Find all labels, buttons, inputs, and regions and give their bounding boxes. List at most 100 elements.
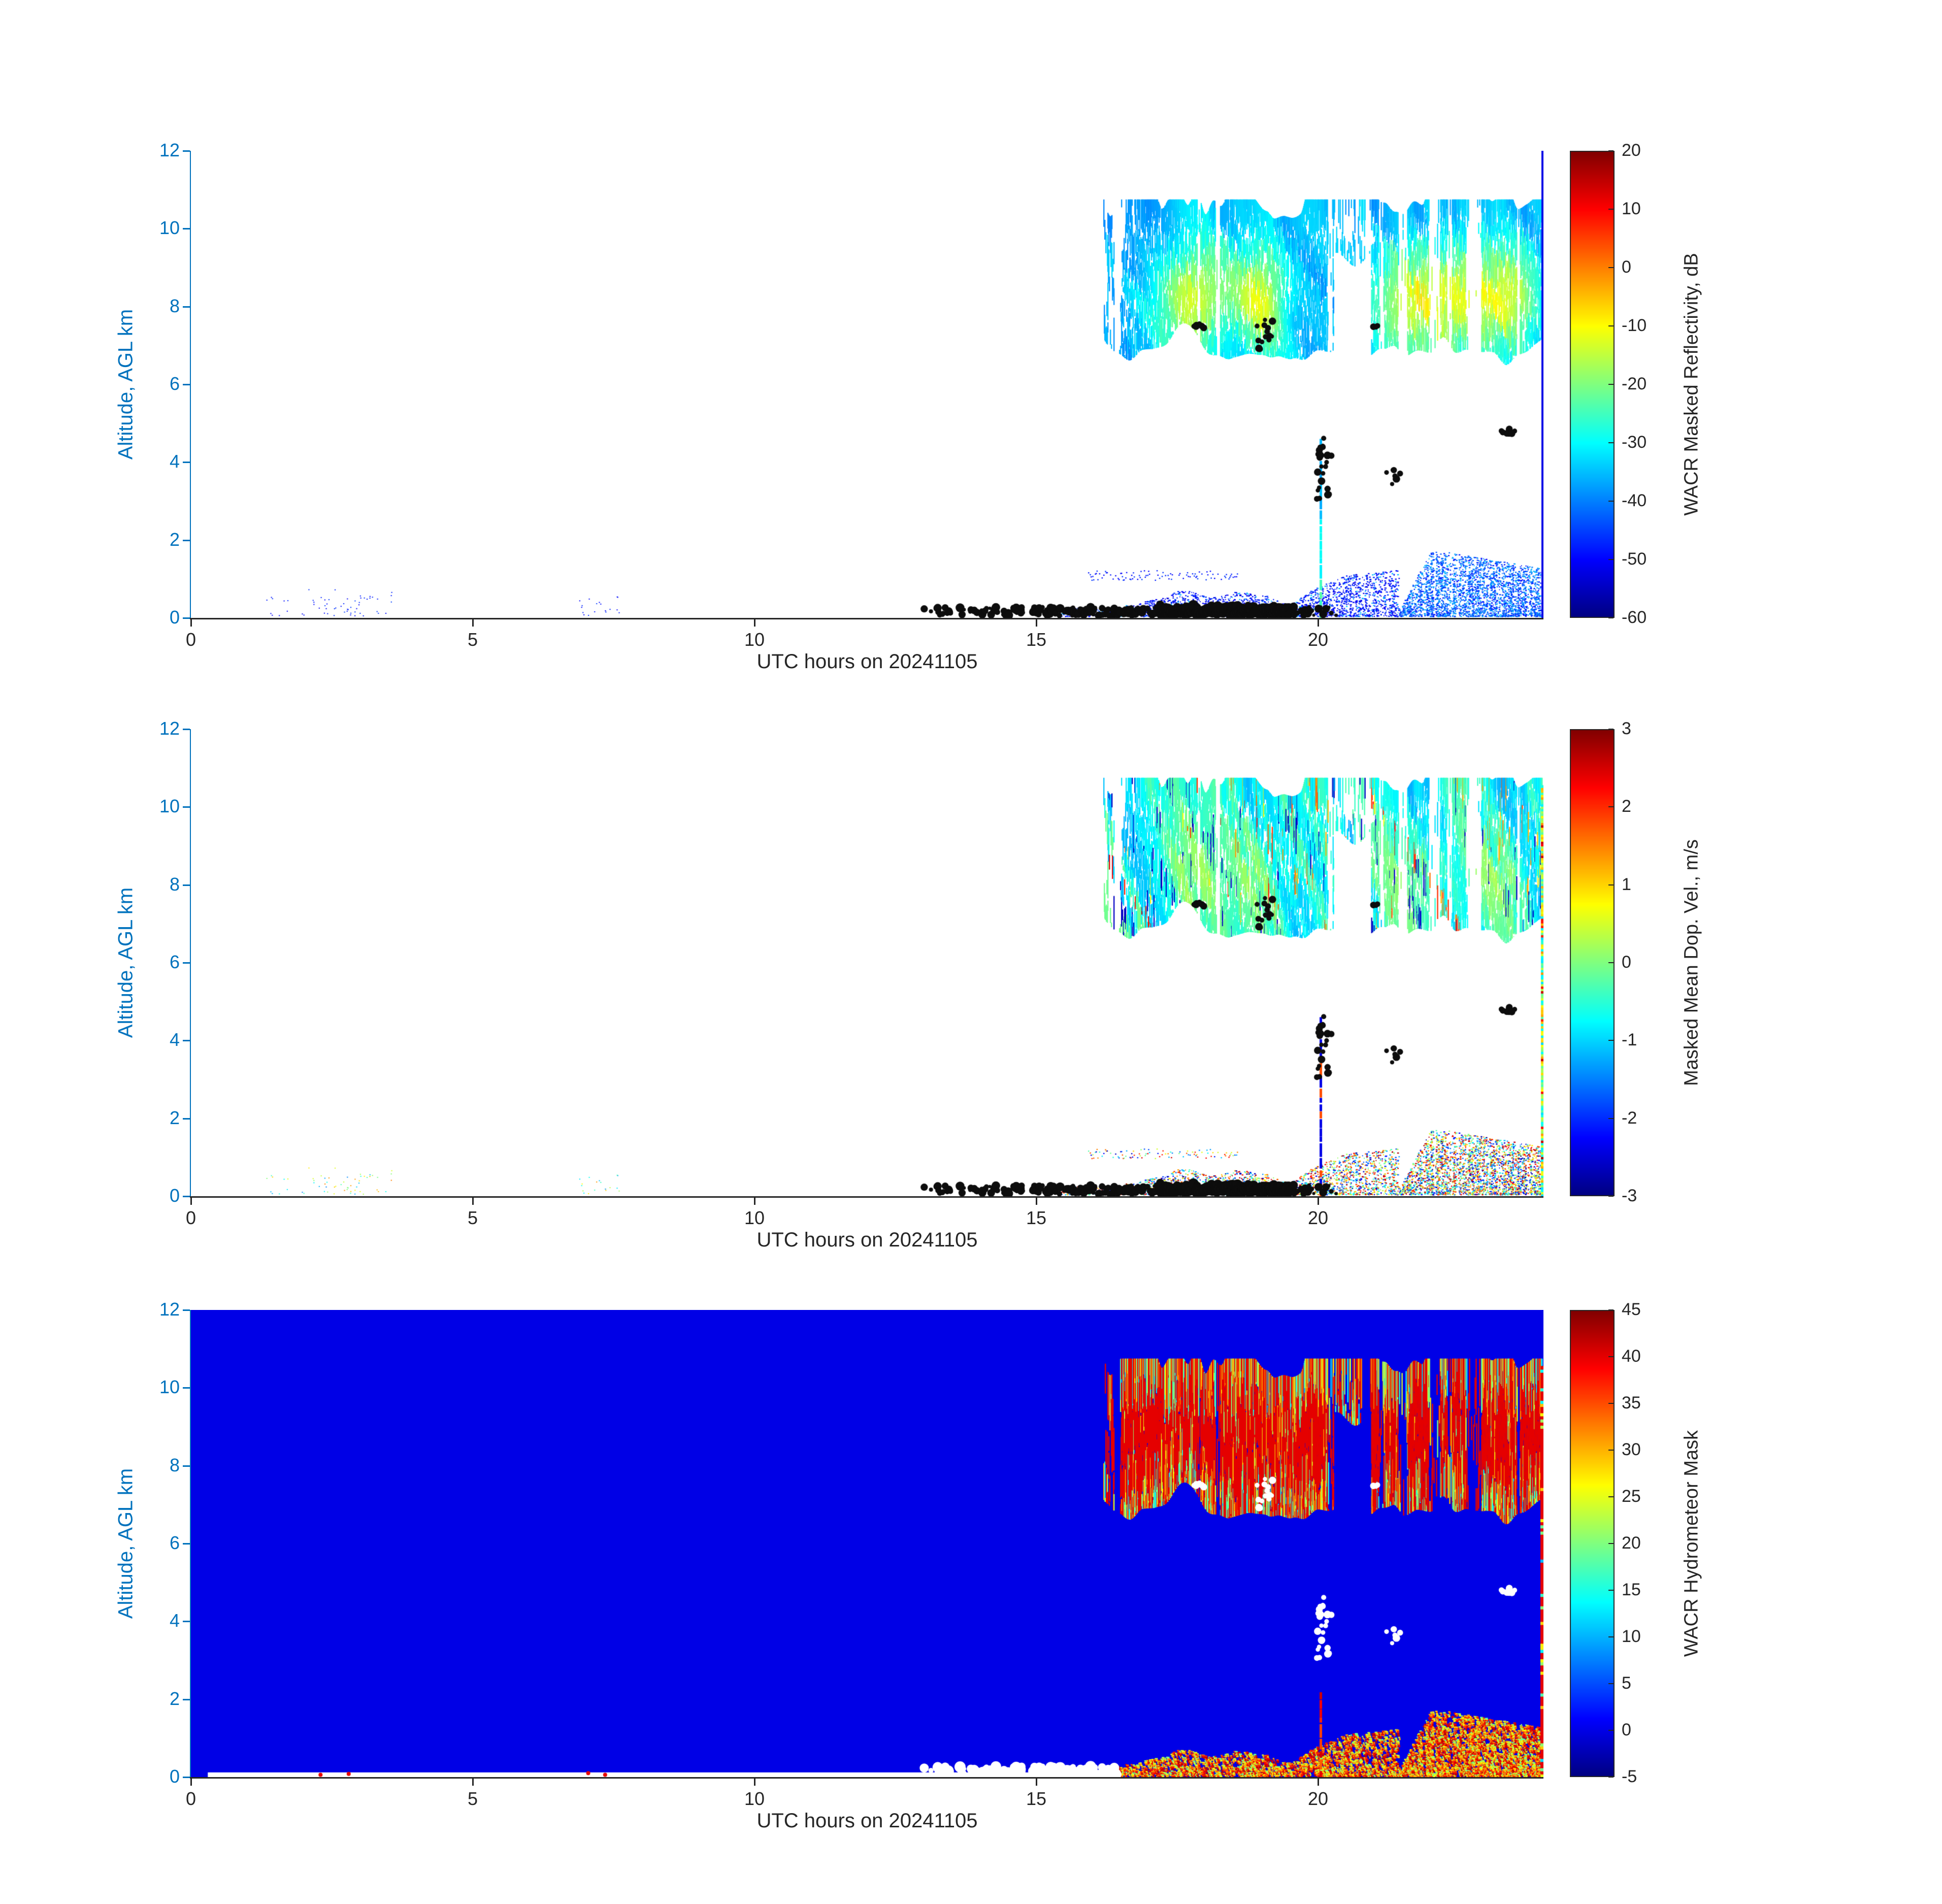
y-tick-mark — [183, 806, 190, 808]
y-tick-label: 12 — [159, 1299, 180, 1320]
colorbar-tick-label: -20 — [1622, 374, 1647, 393]
y-tick-mark — [183, 539, 190, 541]
y-tick-label: 6 — [169, 1532, 180, 1553]
y-tick-label: 8 — [169, 873, 180, 895]
x-tick-mark — [1036, 1198, 1037, 1205]
reflectivity-colorbar — [1570, 151, 1615, 618]
x-tick-label: 5 — [467, 1207, 478, 1228]
colorbar-tick-mark — [1608, 729, 1614, 730]
colorbar-tick-label: 1 — [1622, 874, 1631, 894]
y-tick-mark — [183, 1309, 190, 1311]
y-tick-label: 10 — [159, 1376, 180, 1398]
x-tick-label: 5 — [467, 1788, 478, 1809]
x-axis-label: UTC hours on 20241105 — [756, 1810, 978, 1832]
colorbar-title: WACR Hydrometeor Mask — [1681, 1430, 1702, 1657]
colorbar-tick-mark — [1608, 1590, 1614, 1591]
y-tick-mark — [183, 306, 190, 308]
x-tick-mark — [190, 1198, 192, 1205]
colorbar-tick-label: 2 — [1622, 797, 1631, 816]
x-tick-label: 0 — [185, 1207, 196, 1228]
colorbar-tick-mark — [1608, 384, 1614, 385]
x-axis-spine — [190, 1196, 1543, 1198]
colorbar-tick-label: 3 — [1622, 719, 1631, 738]
y-tick-mark — [183, 1040, 190, 1042]
colorbar-tick-label: -5 — [1622, 1767, 1637, 1786]
x-tick-label: 0 — [185, 1788, 196, 1809]
y-axis-spine — [190, 729, 191, 1196]
x-tick-label: 10 — [744, 1788, 765, 1809]
y-tick-mark — [183, 1621, 190, 1623]
y-tick-mark — [183, 228, 190, 230]
y-tick-mark — [183, 1118, 190, 1120]
colorbar-tick-label: 0 — [1622, 953, 1631, 972]
y-tick-label: 10 — [159, 217, 180, 239]
y-tick-label: 0 — [169, 1185, 180, 1206]
x-tick-mark — [1318, 619, 1319, 627]
x-tick-label: 5 — [467, 629, 478, 650]
y-tick-label: 2 — [169, 1107, 180, 1128]
colorbar-tick-mark — [1608, 884, 1614, 885]
y-axis-spine — [190, 1310, 191, 1777]
x-tick-mark — [1318, 1198, 1319, 1205]
colorbar-tick-label: -60 — [1622, 608, 1647, 627]
colorbar-title: Masked Mean Dop. Vel., m/s — [1681, 839, 1702, 1086]
x-tick-mark — [754, 1779, 755, 1786]
y-tick-label: 12 — [159, 140, 180, 160]
colorbar-tick-mark — [1608, 617, 1614, 618]
x-tick-label: 15 — [1026, 629, 1047, 650]
colorbar-tick-label: 20 — [1622, 1533, 1641, 1553]
y-tick-mark — [183, 617, 190, 619]
colorbar-tick-label: -10 — [1622, 316, 1647, 335]
x-axis-spine — [190, 1777, 1543, 1779]
colorbar-tick-mark — [1608, 501, 1614, 502]
colorbar-tick-mark — [1608, 1118, 1614, 1119]
y-tick-mark — [183, 1698, 190, 1700]
colorbar-tick-mark — [1608, 442, 1614, 443]
y-tick-label: 6 — [169, 951, 180, 972]
colorbar-tick-mark — [1608, 1196, 1614, 1197]
y-tick-label: 8 — [169, 1454, 180, 1475]
y-tick-label: 2 — [169, 1688, 180, 1709]
y-tick-label: 10 — [159, 796, 180, 817]
colorbar-tick-mark — [1608, 1683, 1614, 1684]
colorbar-tick-label: 0 — [1622, 257, 1631, 277]
colorbar-tick-mark — [1608, 806, 1614, 808]
colorbar-tick-mark — [1608, 1496, 1614, 1497]
x-tick-label: 15 — [1026, 1207, 1047, 1228]
y-tick-label: 4 — [169, 1610, 180, 1631]
y-axis-label: Altitude, AGL km — [114, 1468, 137, 1619]
y-tick-mark — [183, 729, 190, 730]
x-tick-mark — [1036, 619, 1037, 627]
y-tick-mark — [183, 1196, 190, 1197]
x-tick-mark — [472, 1198, 474, 1205]
y-tick-mark — [183, 1543, 190, 1545]
y-tick-mark — [183, 1465, 190, 1467]
colorbar-tick-label: -1 — [1622, 1030, 1637, 1050]
x-tick-label: 20 — [1307, 629, 1329, 650]
x-tick-mark — [754, 619, 755, 627]
y-tick-mark — [183, 384, 190, 385]
colorbar-title: WACR Masked Reflectivity, dB — [1681, 253, 1702, 516]
colorbar-tick-mark — [1608, 209, 1614, 210]
doppler-colorbar — [1570, 729, 1615, 1196]
y-tick-mark — [183, 150, 190, 152]
colorbar-tick-label: -3 — [1622, 1186, 1637, 1205]
colorbar-tick-label: 30 — [1622, 1440, 1641, 1459]
colorbar-tick-label: 10 — [1622, 1627, 1641, 1646]
y-axis-spine — [190, 151, 191, 618]
y-tick-label: 0 — [169, 1766, 180, 1787]
x-tick-label: 20 — [1307, 1788, 1329, 1809]
colorbar-tick-label: 10 — [1622, 199, 1641, 218]
y-tick-mark — [183, 884, 190, 886]
x-tick-label: 10 — [744, 629, 765, 650]
y-tick-label: 6 — [169, 373, 180, 394]
x-tick-mark — [1036, 1779, 1037, 1786]
colorbar-tick-mark — [1608, 1403, 1614, 1404]
reflectivity-heatmap-canvas — [191, 151, 1543, 618]
colorbar-tick-label: 35 — [1622, 1393, 1641, 1413]
x-tick-label: 10 — [744, 1207, 765, 1228]
colorbar-tick-label: 45 — [1622, 1300, 1641, 1319]
x-tick-mark — [754, 1198, 755, 1205]
